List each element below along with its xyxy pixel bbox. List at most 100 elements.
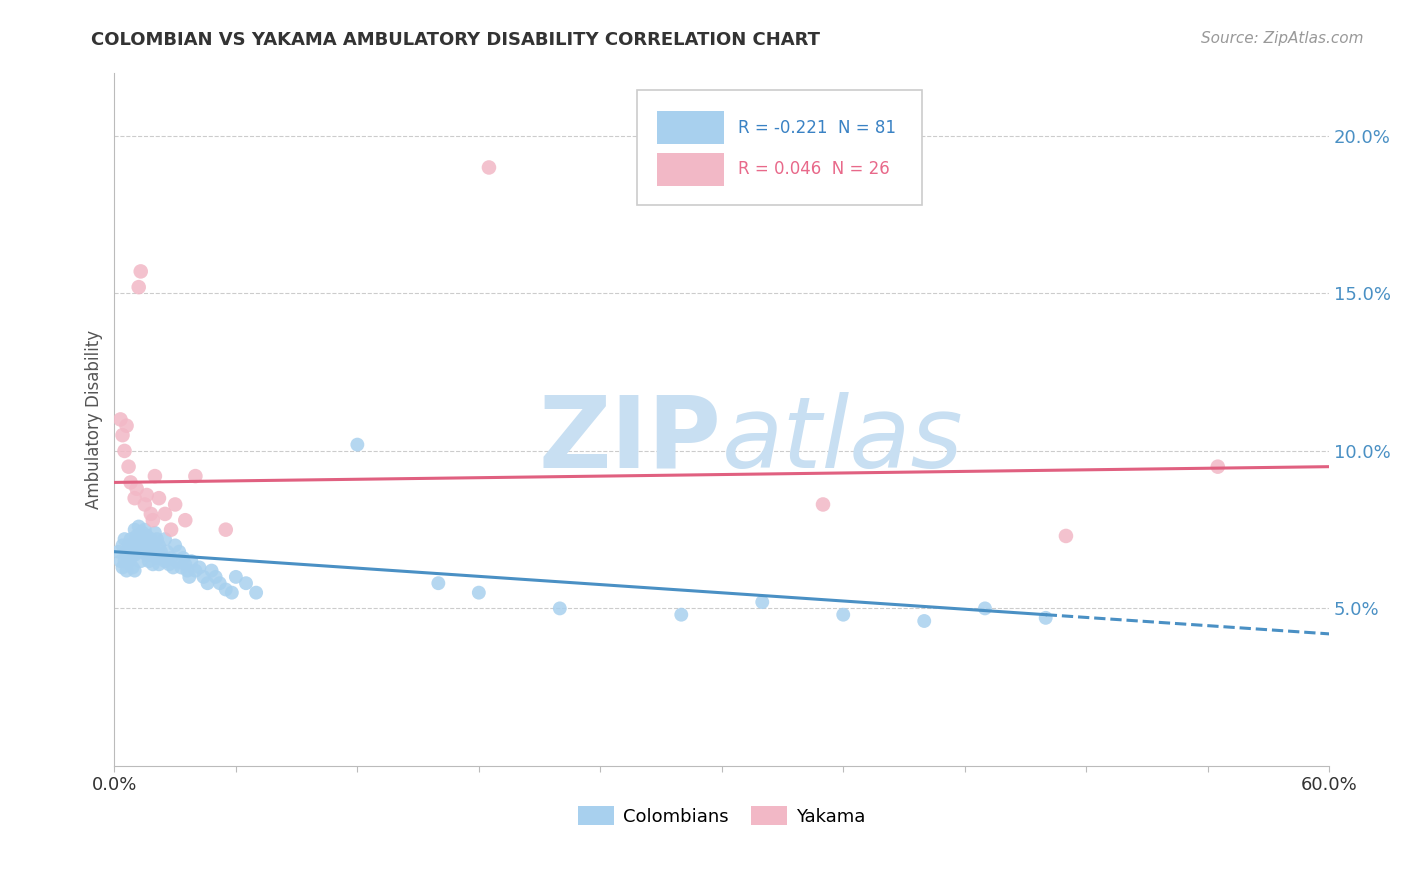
Point xyxy=(128,519,150,533)
Point xyxy=(115,564,138,578)
Point xyxy=(107,545,129,559)
Point xyxy=(215,523,238,537)
Point xyxy=(153,532,176,546)
Point xyxy=(135,529,157,543)
Point xyxy=(128,280,150,294)
Point xyxy=(245,585,267,599)
Point xyxy=(153,507,176,521)
Point xyxy=(111,428,134,442)
Point xyxy=(111,560,134,574)
Point xyxy=(139,532,162,546)
Point xyxy=(139,507,162,521)
Point xyxy=(148,538,170,552)
Point xyxy=(157,558,180,572)
Point xyxy=(180,554,202,568)
Point xyxy=(125,545,148,559)
Point xyxy=(110,412,132,426)
Point xyxy=(124,548,146,562)
Point xyxy=(197,576,219,591)
Point xyxy=(174,513,197,527)
Point xyxy=(235,576,257,591)
Point xyxy=(121,545,143,559)
Point xyxy=(152,551,174,566)
Point xyxy=(346,437,368,451)
Text: Source: ZipAtlas.com: Source: ZipAtlas.com xyxy=(1201,31,1364,46)
Point xyxy=(120,532,142,546)
Text: R = -0.221  N = 81: R = -0.221 N = 81 xyxy=(738,119,896,136)
Point xyxy=(115,418,138,433)
Point xyxy=(124,491,146,505)
Point xyxy=(135,548,157,562)
Point xyxy=(165,498,187,512)
Point xyxy=(1035,611,1057,625)
Point xyxy=(124,535,146,549)
Point xyxy=(221,585,243,599)
Point xyxy=(184,469,207,483)
Point xyxy=(160,551,183,566)
Point xyxy=(974,601,997,615)
Point xyxy=(215,582,238,597)
Point xyxy=(200,564,222,578)
Text: R = 0.046  N = 26: R = 0.046 N = 26 xyxy=(738,161,890,178)
Point xyxy=(148,491,170,505)
Point xyxy=(111,538,134,552)
Point xyxy=(128,538,150,552)
Point xyxy=(427,576,450,591)
Point xyxy=(160,523,183,537)
Point xyxy=(134,541,156,556)
Point xyxy=(114,444,136,458)
Point xyxy=(125,529,148,543)
Point xyxy=(671,607,693,622)
Point xyxy=(117,554,139,568)
Point xyxy=(811,498,834,512)
Point xyxy=(117,538,139,552)
FancyBboxPatch shape xyxy=(658,112,724,145)
Point xyxy=(204,570,226,584)
Point xyxy=(143,469,166,483)
Point xyxy=(139,548,162,562)
Point xyxy=(124,564,146,578)
Point xyxy=(125,482,148,496)
Point xyxy=(179,570,201,584)
Point xyxy=(225,570,247,584)
Point xyxy=(148,558,170,572)
Point xyxy=(124,523,146,537)
Point xyxy=(548,601,571,615)
Point xyxy=(146,532,169,546)
Point xyxy=(1054,529,1077,543)
Point xyxy=(1206,459,1229,474)
Point xyxy=(138,535,160,549)
Point xyxy=(143,545,166,559)
Point xyxy=(912,614,935,628)
Point xyxy=(129,264,152,278)
Point xyxy=(110,554,132,568)
Point xyxy=(134,523,156,537)
Point xyxy=(143,525,166,540)
Text: ZIP: ZIP xyxy=(538,392,721,489)
Point xyxy=(832,607,855,622)
Point xyxy=(172,551,194,566)
Point xyxy=(142,513,165,527)
Point xyxy=(751,595,773,609)
Point xyxy=(135,488,157,502)
Point xyxy=(170,560,193,574)
Point xyxy=(208,576,231,591)
Text: COLOMBIAN VS YAKAMA AMBULATORY DISABILITY CORRELATION CHART: COLOMBIAN VS YAKAMA AMBULATORY DISABILIT… xyxy=(91,31,820,49)
Legend: Colombians, Yakama: Colombians, Yakama xyxy=(571,799,873,833)
Point xyxy=(142,558,165,572)
Point xyxy=(478,161,501,175)
Point xyxy=(468,585,491,599)
Point xyxy=(166,554,188,568)
Point xyxy=(149,545,172,559)
Point xyxy=(188,560,211,574)
Y-axis label: Ambulatory Disability: Ambulatory Disability xyxy=(86,330,103,509)
Point xyxy=(117,459,139,474)
Point xyxy=(121,560,143,574)
Point xyxy=(146,551,169,566)
Text: atlas: atlas xyxy=(721,392,963,489)
Point xyxy=(174,558,197,572)
Point xyxy=(114,554,136,568)
Point xyxy=(193,570,215,584)
Point xyxy=(142,538,165,552)
Point xyxy=(156,545,179,559)
